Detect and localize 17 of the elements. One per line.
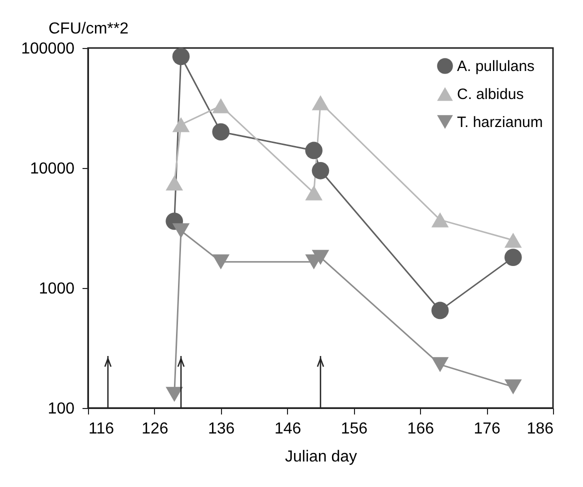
x-tick-label: 116	[88, 420, 114, 438]
x-tick-label: 166	[407, 420, 434, 438]
x-tick-label: 156	[340, 420, 368, 438]
x-tick-label: 186	[526, 420, 554, 438]
x-tick-label: 176	[474, 420, 501, 438]
y-axis-title: CFU/cm**2	[48, 20, 129, 38]
legend-label: T. harzianum	[457, 114, 543, 131]
y-tick-label: 10000	[30, 160, 75, 178]
x-tick-label: 126	[142, 420, 168, 438]
y-tick-label: 1000	[38, 280, 75, 298]
x-axis-title: Julian day	[284, 448, 358, 466]
legend-label: C. albidus	[457, 86, 524, 103]
x-tick-label: 136	[208, 420, 235, 438]
legend-label: A. pullulans	[457, 58, 535, 75]
x-tick-label: 146	[274, 420, 302, 438]
y-tick-label: 100000	[21, 40, 75, 58]
y-tick-label: 100	[48, 400, 75, 418]
